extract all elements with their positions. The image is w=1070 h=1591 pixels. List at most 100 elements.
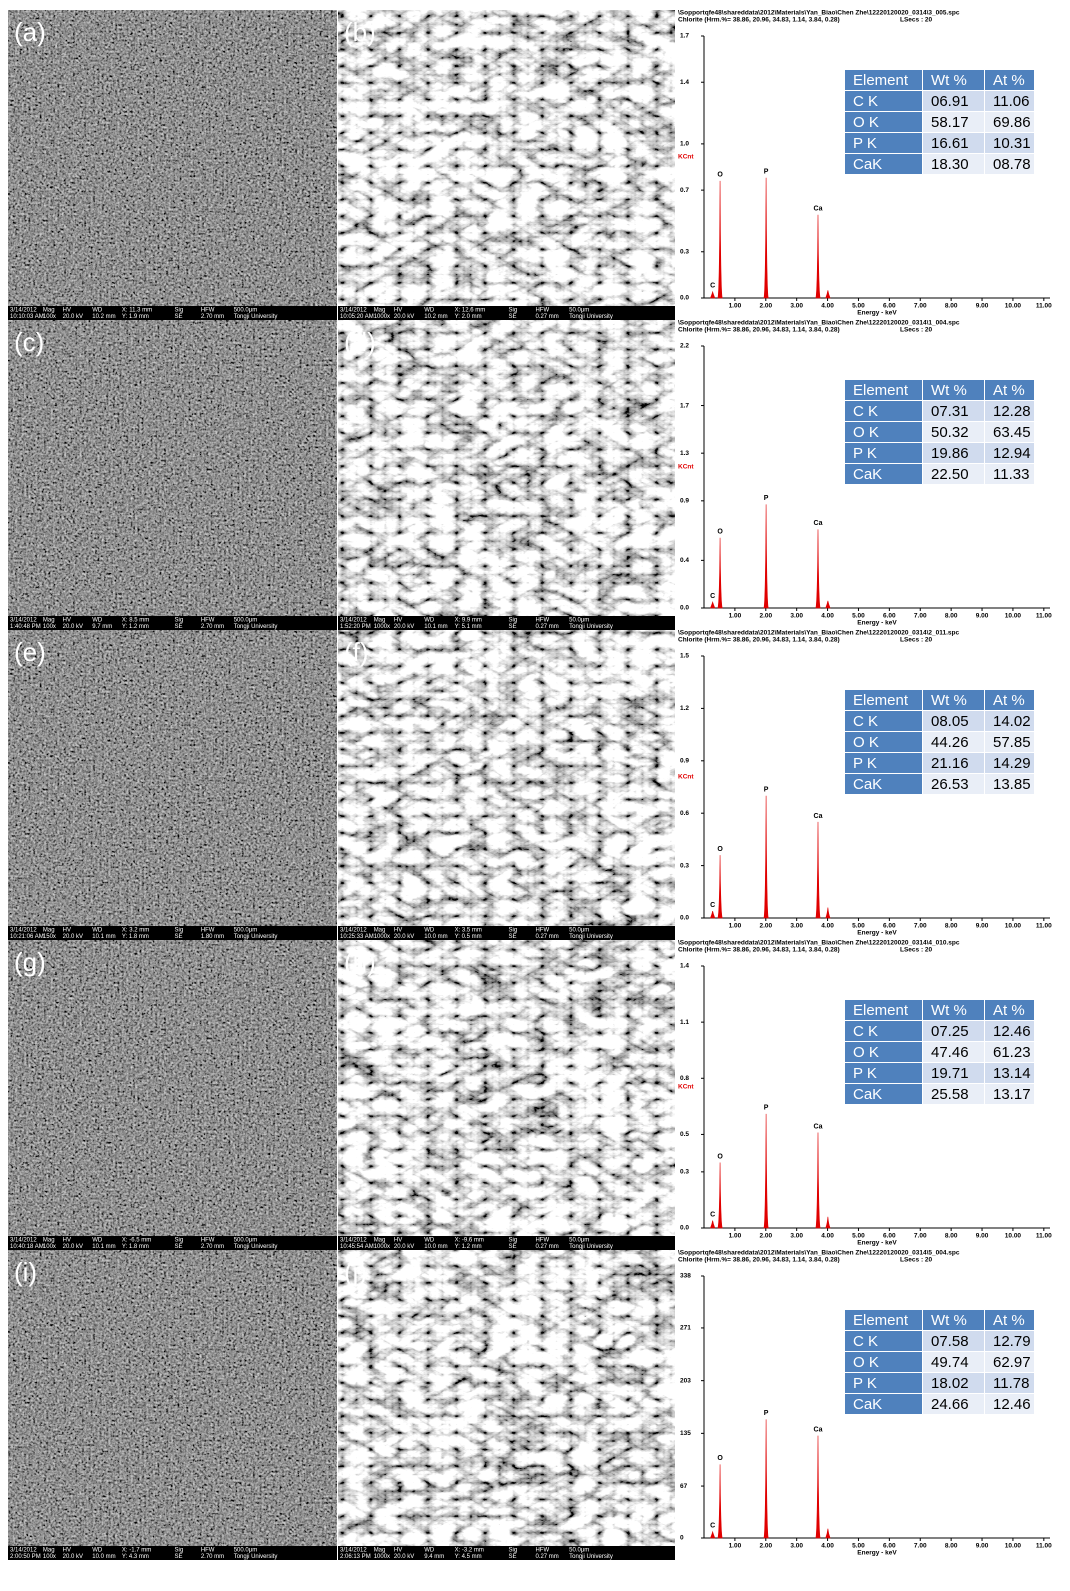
peak: [763, 795, 769, 919]
spectrum-header: \Sopportqfe48\shareddata\2012\Materials\…: [678, 940, 960, 947]
info-text: 1000x: [374, 934, 390, 940]
info-text: 1.80 mm: [201, 934, 224, 940]
x-axis-label: Energy - keV: [857, 930, 897, 937]
panel-label: (j): [344, 1257, 367, 1287]
info-text: 500.0μm: [234, 1238, 257, 1244]
x-tick-label: 1.00: [729, 303, 742, 310]
table-cell: [845, 1331, 922, 1351]
info-text: HFW: [201, 308, 215, 314]
info-text: Y: 0.5 mm: [455, 934, 482, 940]
info-text: 10:25:33 AM: [340, 934, 374, 940]
peak: [710, 290, 716, 299]
panel-label: (g): [14, 947, 46, 977]
info-text: HV: [394, 618, 402, 624]
peak: [815, 1435, 821, 1539]
y-tick-label: 1.7: [680, 402, 689, 409]
spectrum-header: \Sopportqfe48\shareddata\2012\Materials\…: [678, 10, 960, 17]
x-tick-label: 4.00: [821, 923, 834, 930]
y-tick-label: 203: [680, 1377, 691, 1384]
table-text: C K: [853, 1023, 878, 1040]
info-text: 20.0 kV: [63, 314, 83, 320]
y-tick-label: 0.9: [680, 758, 689, 765]
sem-image: [338, 940, 675, 1236]
table-cell: [923, 380, 984, 400]
peak-label: P: [764, 787, 769, 794]
x-tick-label: 7.00: [914, 923, 927, 930]
table-cell: [845, 1021, 922, 1041]
info-text: HFW: [201, 928, 215, 934]
table-text: 11.33: [993, 466, 1029, 483]
table-text: 12.79: [993, 1333, 1031, 1350]
spectrum-header: Chlorite (Hrm.%= 38.86, 20.96, 34.83, 1.…: [678, 947, 840, 954]
info-text: HV: [63, 618, 71, 624]
x-tick-label: 3.00: [790, 613, 803, 620]
info-text: 10:45:54 AM: [340, 1244, 374, 1250]
table-text: Wt %: [931, 72, 967, 89]
y-tick-label: 0.0: [680, 605, 689, 612]
info-text: 10.2 mm: [424, 314, 447, 320]
peak-label: Ca: [814, 813, 823, 820]
table-text: 07.58: [931, 1333, 969, 1350]
info-text: 2.70 mm: [201, 1244, 224, 1250]
info-text: WD: [92, 928, 103, 934]
info-text: Tongji University: [234, 1244, 278, 1250]
sem-image: [8, 10, 337, 306]
peak: [717, 180, 723, 299]
y-axis-label: KCnt: [678, 1084, 694, 1091]
table-cell: [985, 380, 1034, 400]
composition-table: Element Wt % At % C K 07.25 12.46 O K 47.46 61.2…: [845, 1000, 1034, 1104]
info-text: HFW: [535, 1548, 549, 1554]
x-tick-label: 6.00: [883, 613, 896, 620]
info-text: SE: [175, 1554, 183, 1560]
info-text: 20.0 kV: [63, 624, 83, 630]
info-text: 2:06:13 PM: [340, 1554, 371, 1560]
info-text: 20.0 kV: [63, 934, 83, 940]
x-tick-label: 5.00: [852, 923, 865, 930]
table-text: 44.26: [931, 734, 969, 751]
info-text: 500.0μm: [234, 618, 257, 624]
table-text: 14.02: [993, 713, 1031, 730]
x-tick-label: 4.00: [821, 1543, 834, 1550]
table-cell: [845, 91, 922, 111]
table-text: Wt %: [931, 692, 967, 709]
info-text: 500.0μm: [234, 308, 257, 314]
info-bar: [8, 1236, 337, 1250]
x-tick-label: 10.00: [1005, 613, 1022, 620]
table-cell: [985, 70, 1034, 90]
table-text: 13.14: [993, 1065, 1031, 1082]
x-tick-label: 7.00: [914, 1233, 927, 1240]
panel-label: (e): [14, 637, 46, 667]
x-tick-label: 6.00: [883, 1543, 896, 1550]
info-text: X: -3.2 mm: [455, 1548, 484, 1554]
info-text: HFW: [535, 618, 549, 624]
x-tick-label: 11.00: [1036, 1543, 1052, 1550]
info-text: Tongji University: [234, 314, 278, 320]
info-text: 50.0μm: [569, 618, 589, 624]
sem-image: [338, 10, 675, 306]
peak: [710, 1220, 716, 1229]
info-text: HFW: [535, 1238, 549, 1244]
info-text: 10.2 mm: [92, 314, 115, 320]
info-text: X: -6.5 mm: [122, 1238, 151, 1244]
sem-image: [8, 1250, 337, 1546]
info-text: HV: [63, 1548, 71, 1554]
info-text: 1000x: [374, 1244, 390, 1250]
info-text: 0.27 mm: [535, 624, 558, 630]
info-text: SE: [175, 314, 183, 320]
info-text: Y: 4.3 mm: [122, 1554, 149, 1560]
table-cell: [923, 443, 984, 463]
info-bar: [338, 616, 675, 630]
info-text: Sig: [175, 308, 184, 314]
info-text: Tongji University: [569, 314, 613, 320]
sem-image: [338, 1250, 675, 1546]
x-tick-label: 6.00: [883, 923, 896, 930]
peak-label: C: [710, 1523, 715, 1530]
table-text: 69.86: [993, 114, 1031, 131]
spectrum-header: \Sopportqfe48\shareddata\2012\Materials\…: [678, 630, 959, 637]
table-text: Wt %: [931, 1312, 967, 1329]
x-tick-label: 3.00: [790, 923, 803, 930]
peak: [717, 1464, 723, 1539]
table-text: 18.30: [931, 156, 969, 173]
info-text: 2.70 mm: [201, 314, 224, 320]
